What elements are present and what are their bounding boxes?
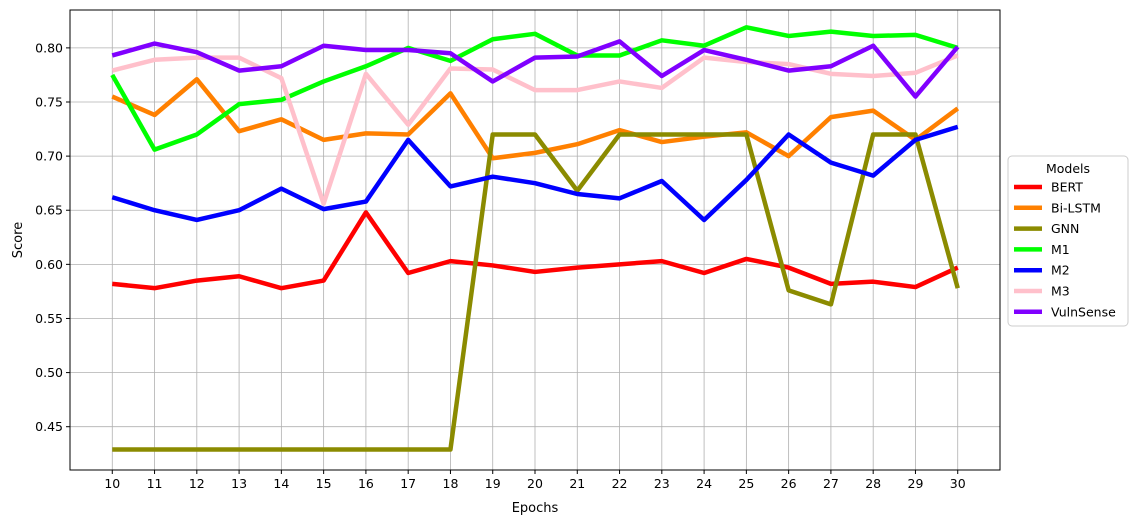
legend-label-bi-lstm: Bi-LSTM (1051, 200, 1101, 215)
x-axis: 10 11 12 13 14 15 16 17 18 19 20 21 22 23 24 25 26 27 28 29… (104, 470, 966, 491)
legend-label-bert: BERT (1051, 180, 1083, 195)
y-tick-label: 0.60 (35, 257, 63, 272)
y-tick-label: 0.65 (35, 203, 63, 218)
x-tick-label: 24 (696, 476, 712, 491)
x-axis-title: Epochs (512, 501, 559, 516)
legend-label-gnn: GNN (1051, 221, 1079, 236)
x-tick-label: 14 (273, 476, 289, 491)
series-line-m3 (111, 53, 959, 206)
y-tick-label: 0.55 (35, 311, 63, 326)
series-line-m1 (110, 25, 959, 152)
x-tick-label: 30 (950, 476, 966, 491)
x-tick-label: 18 (443, 476, 459, 491)
series-line-bert (112, 210, 959, 291)
x-tick-label: 23 (654, 476, 670, 491)
y-axis: 0.45 0.50 0.55 0.60 0.65 0.70 0.75 0.80 (35, 40, 70, 434)
x-tick-label: 11 (147, 476, 163, 491)
x-tick-label: 21 (569, 476, 585, 491)
x-tick-label: 16 (358, 476, 374, 491)
y-tick-label: 0.70 (35, 149, 63, 164)
x-tick-label: 12 (189, 476, 205, 491)
series-line-m2 (111, 124, 959, 223)
x-tick-label: 29 (908, 476, 924, 491)
legend-label-m1: M1 (1051, 242, 1070, 257)
legend: Models BERT Bi-LSTM GNN M1 M2 M3 VulnSense (1007, 155, 1129, 327)
x-tick-label: 10 (104, 476, 120, 491)
legend-label-m2: M2 (1051, 263, 1070, 278)
legend-box (1007, 155, 1129, 327)
y-tick-label: 0.75 (35, 95, 63, 110)
x-tick-label: 28 (865, 476, 881, 491)
series-line-vulnsense (111, 39, 960, 99)
series-layer (110, 25, 960, 452)
y-tick-label: 0.50 (35, 365, 63, 380)
x-tick-label: 17 (400, 476, 416, 491)
x-tick-label: 20 (527, 476, 543, 491)
series-line-bi-lstm (111, 77, 960, 161)
legend-label-m3: M3 (1051, 284, 1070, 299)
x-tick-label: 25 (738, 476, 754, 491)
x-tick-label: 27 (823, 476, 839, 491)
y-axis-title: Score (11, 222, 26, 258)
x-tick-label: 13 (231, 476, 247, 491)
x-tick-label: 22 (612, 476, 628, 491)
x-tick-label: 19 (485, 476, 501, 491)
series-line-gnn (112, 132, 960, 452)
legend-title: Models (1046, 161, 1090, 176)
x-tick-label: 15 (316, 476, 332, 491)
x-tick-label: 26 (781, 476, 797, 491)
grid (70, 10, 1000, 470)
y-tick-label: 0.45 (35, 419, 63, 434)
legend-label-vulnsense: VulnSense (1051, 304, 1116, 319)
y-tick-label: 0.80 (35, 40, 63, 55)
